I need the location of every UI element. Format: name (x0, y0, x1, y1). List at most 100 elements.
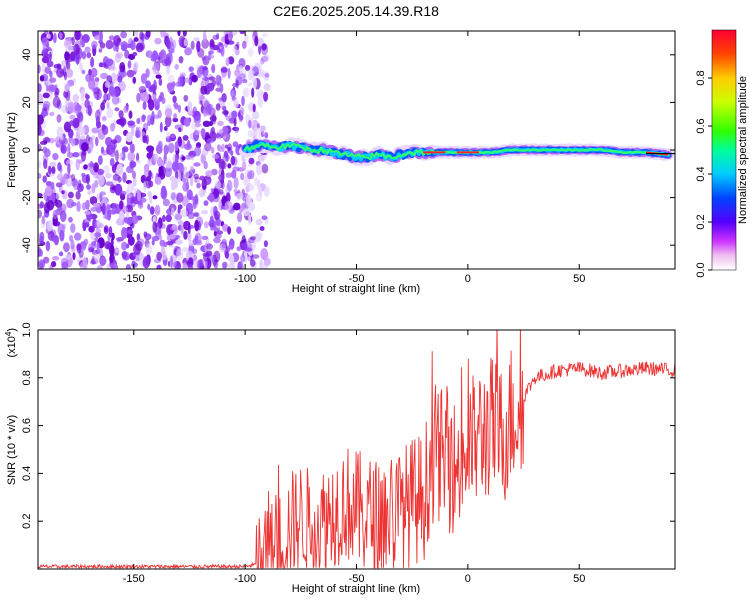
snr-y-ticks: 0.2 0.4 0.6 0.8 1.0 (21, 322, 675, 529)
noise-blob (56, 173, 64, 181)
noise-blob (222, 110, 229, 115)
noise-blob (74, 31, 81, 41)
noise-blob (127, 182, 135, 193)
noise-blob (210, 222, 214, 231)
noise-blob (201, 235, 209, 240)
noise-blob (204, 108, 210, 114)
noise-blob (143, 231, 148, 237)
noise-blob (247, 171, 253, 180)
noise-blob (150, 84, 157, 92)
noise-blob (167, 84, 175, 93)
spectrogram-panel: -150 -100 -50 0 50 -40 -20 0 20 40 Height of str… (6, 30, 676, 295)
noise-blob (148, 170, 152, 178)
noise-blob (238, 73, 246, 80)
noise-blob (90, 207, 98, 212)
noise-blob (221, 126, 229, 136)
noise-blob (178, 127, 182, 132)
noise-blob (49, 89, 53, 99)
noise-blob (255, 191, 263, 202)
noise-blob (70, 223, 76, 234)
noise-blob (178, 165, 185, 174)
noise-blob (133, 37, 139, 42)
noise-blob (94, 35, 100, 40)
noise-blob (99, 256, 107, 266)
noise-blob (53, 32, 57, 44)
y-tick-label: -40 (21, 237, 33, 253)
noise-blob (54, 91, 59, 98)
x-tick-label: 50 (573, 573, 585, 585)
noise-blob (261, 43, 267, 51)
noise-blob (210, 41, 215, 48)
noise-blob (58, 32, 63, 40)
noise-blob (115, 52, 124, 59)
noise-blob (247, 129, 254, 138)
noise-blob (38, 129, 45, 137)
noise-blob (121, 150, 126, 161)
noise-blob (97, 265, 103, 269)
noise-blob (247, 70, 256, 75)
noise-blob (38, 173, 42, 179)
noise-blob (210, 128, 214, 138)
noise-blob (256, 123, 261, 129)
noise-blob (177, 171, 182, 183)
noise-blob (194, 146, 202, 157)
noise-blob (96, 219, 101, 227)
noise-blob (193, 195, 198, 206)
noise-blob (203, 200, 209, 207)
noise-blob (45, 240, 51, 252)
noise-blob (82, 202, 87, 211)
x-tick-label: -50 (349, 573, 365, 585)
noise-blob (232, 31, 238, 36)
noise-blob (44, 66, 51, 74)
noise-blob (200, 128, 206, 138)
spectrogram-x-axis-title: Height of straight line (km) (292, 283, 420, 295)
noise-blob (68, 216, 73, 223)
noise-blob (126, 69, 135, 78)
noise-blob (81, 39, 85, 48)
noise-blob (63, 242, 70, 253)
noise-blob (72, 152, 80, 158)
noise-blob (48, 165, 52, 175)
noise-blob (242, 40, 247, 49)
noise-blob (80, 102, 86, 114)
noise-blob (59, 251, 64, 257)
noise-blob (38, 64, 41, 74)
noise-blob (257, 72, 265, 78)
noise-blob (72, 252, 76, 260)
noise-blob (257, 97, 264, 108)
noise-blob (109, 148, 116, 158)
noise-blob (98, 48, 103, 53)
noise-blob (135, 126, 140, 138)
noise-blob (154, 37, 162, 45)
noise-blob (172, 117, 179, 123)
noise-blob (181, 156, 186, 161)
y-tick-label: 0 (21, 147, 33, 153)
noise-blob (89, 196, 98, 205)
noise-blob (194, 212, 200, 217)
noise-blob (186, 189, 193, 200)
noise-blob (192, 259, 199, 269)
noise-blob (127, 120, 135, 126)
y-tick-label: 1.0 (21, 322, 33, 337)
noise-blob (165, 214, 172, 223)
noise-blob (70, 174, 76, 182)
noise-blob (233, 177, 239, 189)
noise-blob (258, 62, 262, 74)
noise-blob (132, 170, 136, 179)
noise-blob (214, 180, 222, 189)
noise-blob (163, 126, 168, 131)
noise-blob (155, 209, 160, 214)
noise-blob (80, 135, 86, 140)
noise-blob (135, 42, 144, 53)
x-tick-label: 50 (573, 273, 585, 285)
noise-blob (91, 183, 96, 194)
noise-blob (159, 121, 163, 133)
noise-blob (46, 220, 53, 232)
noise-blob (155, 74, 162, 79)
snr-x-axis-title: Height of straight line (km) (292, 583, 420, 595)
noise-blob (71, 202, 77, 207)
noise-blob (231, 110, 238, 119)
noise-blob (197, 48, 205, 58)
noise-blob (236, 246, 242, 252)
y-tick-label: 0.4 (21, 466, 33, 481)
